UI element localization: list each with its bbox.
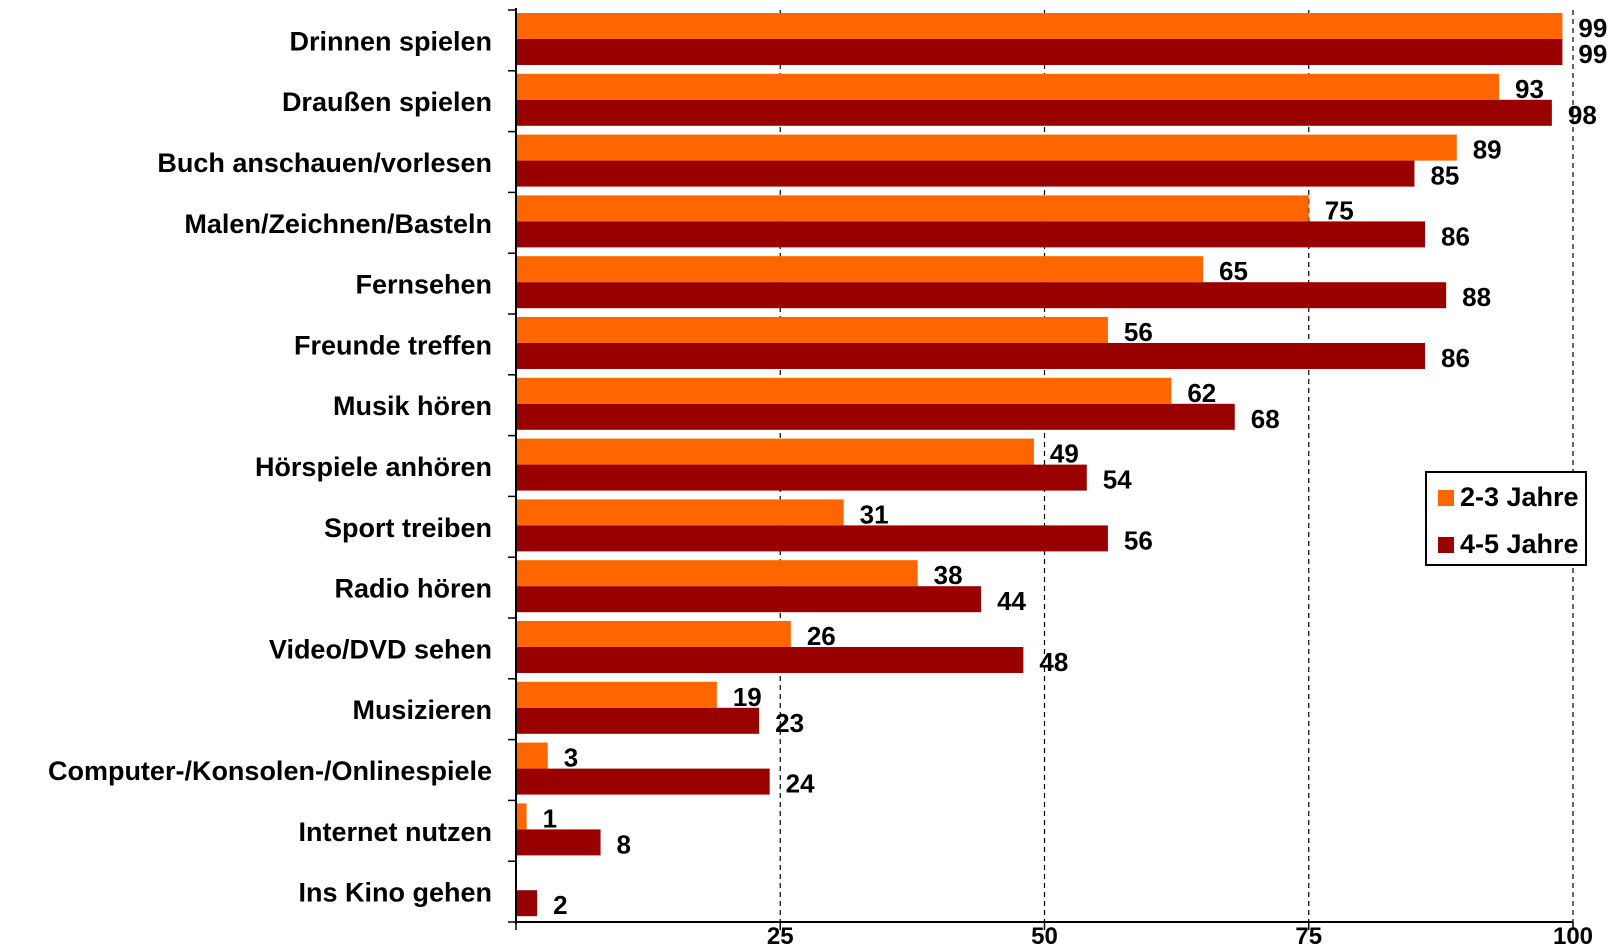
value-label-a-4: 65	[1219, 256, 1248, 286]
bars	[516, 13, 1563, 917]
bar-a-5	[516, 317, 1108, 343]
value-label-b-7: 54	[1103, 465, 1132, 495]
value-label-a-10: 26	[807, 621, 836, 651]
value-label-b-5: 86	[1441, 343, 1470, 373]
bar-a-3	[516, 195, 1309, 222]
category-label-12: Computer-/Konsolen-/Onlinespiele	[48, 756, 492, 786]
bar-a-7	[516, 438, 1034, 465]
bar-a-1	[516, 73, 1500, 100]
value-label-b-11: 23	[775, 708, 804, 738]
bar-a-6	[516, 377, 1172, 404]
value-label-a-9: 38	[934, 560, 963, 590]
x-tick-label-25: 25	[767, 923, 794, 948]
value-label-a-0: 99	[1578, 13, 1607, 43]
bar-b-0	[516, 39, 1563, 65]
x-tick-label-100: 100	[1553, 923, 1593, 948]
value-label-b-4: 88	[1462, 282, 1491, 312]
bar-b-4	[516, 282, 1447, 309]
value-label-a-7: 49	[1050, 439, 1079, 469]
value-label-b-3: 86	[1441, 221, 1470, 251]
legend-label-1: 4-5 Jahre	[1460, 529, 1579, 559]
value-label-a-12: 3	[564, 743, 578, 773]
category-label-9: Radio hören	[334, 574, 492, 604]
bar-a-8	[516, 499, 844, 526]
x-tick-label-50: 50	[1031, 923, 1058, 948]
category-label-13: Internet nutzen	[299, 817, 493, 847]
bar-b-1	[516, 99, 1552, 126]
legend-swatch-1	[1438, 537, 1454, 553]
value-label-b-12: 24	[786, 769, 815, 799]
bar-a-10	[516, 621, 791, 647]
category-label-11: Musizieren	[352, 695, 492, 725]
value-label-a-1: 93	[1515, 74, 1544, 104]
value-label-b-13: 8	[617, 829, 631, 859]
legend-label-0: 2-3 Jahre	[1460, 482, 1579, 512]
value-label-b-8: 56	[1124, 525, 1153, 555]
value-label-b-1: 98	[1568, 100, 1597, 130]
bar-b-8	[516, 525, 1108, 552]
bar-a-0	[516, 13, 1563, 39]
category-label-2: Buch anschauen/vorlesen	[157, 148, 492, 178]
category-label-1: Draußen spielen	[282, 87, 492, 117]
bar-b-7	[516, 464, 1087, 491]
legend-swatch-0	[1438, 490, 1454, 506]
category-label-4: Fernsehen	[355, 270, 492, 300]
bar-a-4	[516, 256, 1204, 283]
category-label-3: Malen/Zeichnen/Basteln	[184, 209, 492, 239]
bar-b-9	[516, 586, 982, 613]
value-label-b-9: 44	[997, 586, 1026, 616]
bar-b-13	[516, 829, 601, 856]
legend: 2-3 Jahre 4-5 Jahre	[1425, 471, 1587, 566]
category-label-0: Drinnen spielen	[289, 26, 492, 56]
value-label-b-14: 2	[553, 890, 567, 920]
category-label-6: Musik hören	[333, 391, 492, 421]
axes: 25 50 75 100	[508, 8, 1593, 948]
bar-a-13	[516, 803, 527, 830]
value-label-a-11: 19	[733, 682, 762, 712]
bar-b-3	[516, 221, 1426, 248]
bar-a-12	[516, 742, 548, 769]
value-label-b-2: 85	[1430, 161, 1459, 191]
bar-a-11	[516, 681, 717, 708]
value-label-a-2: 89	[1473, 135, 1502, 165]
value-label-b-6: 68	[1251, 404, 1280, 434]
x-tick-label-75: 75	[1295, 923, 1322, 948]
grid-lines	[779, 10, 1574, 922]
value-label-a-6: 62	[1187, 378, 1216, 408]
value-label-b-0: 99	[1578, 39, 1607, 69]
value-label-b-10: 48	[1039, 647, 1068, 677]
value-label-a-13: 1	[543, 803, 557, 833]
bar-b-5	[516, 343, 1426, 369]
bar-a-2	[516, 134, 1457, 161]
value-label-a-8: 31	[860, 499, 889, 529]
value-label-a-5: 56	[1124, 317, 1153, 347]
value-label-a-3: 75	[1325, 195, 1354, 225]
bar-b-14	[516, 890, 538, 917]
category-label-5: Freunde treffen	[294, 330, 492, 360]
bar-b-12	[516, 768, 770, 795]
bar-b-11	[516, 707, 760, 734]
category-label-7: Hörspiele anhören	[255, 452, 492, 482]
category-label-8: Sport treiben	[324, 513, 492, 543]
bar-b-10	[516, 647, 1024, 673]
category-label-10: Video/DVD sehen	[269, 634, 492, 664]
bar-b-2	[516, 160, 1415, 187]
bar-b-6	[516, 403, 1235, 430]
category-label-14: Ins Kino gehen	[298, 878, 492, 908]
bar-a-9	[516, 560, 918, 587]
